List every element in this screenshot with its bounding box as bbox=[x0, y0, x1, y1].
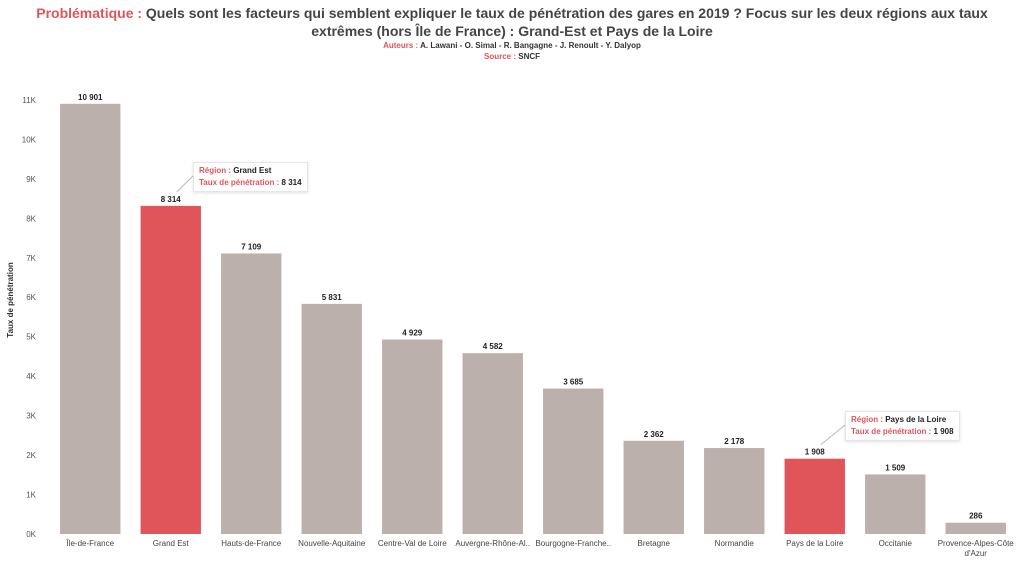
y-tick-label: 8K bbox=[26, 214, 36, 223]
annotation-value: 1 908 bbox=[931, 427, 954, 436]
value-label: 3 685 bbox=[563, 378, 584, 387]
source-label: Source : bbox=[483, 52, 516, 61]
category-label: Auvergne-Rhône-Al.. bbox=[455, 539, 530, 548]
value-label: 10 901 bbox=[78, 93, 103, 102]
annotation-tooltip: Région : Grand Est Taux de pénétration : … bbox=[193, 162, 308, 192]
y-tick-label: 7K bbox=[26, 254, 36, 263]
title-text: Quels sont les facteurs qui semblent exp… bbox=[145, 5, 988, 39]
category-label: Île-de-France bbox=[65, 539, 114, 548]
category-label: Centre-Val de Loire bbox=[378, 539, 447, 548]
bar[interactable] bbox=[784, 458, 845, 534]
authors-line: Auteurs : A. Lawani - O. Simal - R. Bang… bbox=[0, 40, 1024, 51]
annotation-key: Région : bbox=[199, 166, 231, 175]
value-label: 4 582 bbox=[483, 342, 504, 351]
bar[interactable] bbox=[543, 388, 604, 534]
annotation-value: 8 314 bbox=[279, 178, 302, 187]
y-tick-label: 5K bbox=[26, 333, 36, 342]
bar[interactable] bbox=[945, 522, 1006, 534]
bar[interactable] bbox=[60, 103, 121, 535]
value-label: 1 908 bbox=[805, 448, 826, 457]
annotation-key: Taux de pénétration : bbox=[199, 178, 280, 187]
category-label: Pays de la Loire bbox=[786, 539, 844, 548]
category-label: Normandie bbox=[715, 539, 755, 548]
category-label: Bourgogne-Franche.. bbox=[535, 539, 611, 548]
authors-label: Auteurs : bbox=[383, 41, 419, 50]
annotation-leader bbox=[176, 175, 194, 193]
bars bbox=[60, 103, 1006, 535]
value-label: 4 929 bbox=[402, 328, 423, 337]
bar[interactable] bbox=[221, 253, 282, 534]
y-tick-label: 9K bbox=[26, 175, 36, 184]
source-line: Source : SNCF bbox=[0, 51, 1024, 62]
bar[interactable] bbox=[462, 353, 523, 534]
category-label: Occitanie bbox=[879, 539, 913, 548]
source-value: SNCF bbox=[518, 52, 541, 61]
bar[interactable] bbox=[301, 303, 362, 534]
category-label: Hauts-de-France bbox=[221, 539, 282, 548]
y-axis: 0K 1K 2K 3K 4K 5K 6K 7K 8K 9K 10K 11K bbox=[22, 96, 37, 539]
bar[interactable] bbox=[865, 474, 926, 534]
y-tick-label: 6K bbox=[26, 293, 36, 302]
value-label: 2 362 bbox=[644, 430, 665, 439]
bar[interactable] bbox=[140, 205, 201, 534]
bar[interactable] bbox=[382, 339, 443, 534]
value-label: 2 178 bbox=[724, 437, 745, 446]
annotation-leaders bbox=[176, 175, 846, 446]
title-prefix: Problématique : bbox=[36, 5, 143, 21]
authors-names: A. Lawani - O. Simal - R. Bangagne - J. … bbox=[420, 41, 641, 50]
value-labels: 10 901 8 314 7 109 5 831 4 929 4 582 3 685 2 36… bbox=[78, 93, 983, 521]
category-labels: Île-de-France Grand Est Hauts-de-France Nou… bbox=[65, 539, 1014, 558]
bar[interactable] bbox=[704, 448, 765, 534]
y-tick-label: 1K bbox=[26, 491, 36, 500]
category-label: Provence-Alpes-Côte d'Azur bbox=[938, 539, 1015, 558]
y-tick-label: 4K bbox=[26, 372, 36, 381]
chart-title: Problématique : Quels sont les facteurs … bbox=[0, 4, 1024, 40]
value-label: 5 831 bbox=[322, 293, 343, 302]
value-label: 286 bbox=[969, 512, 983, 521]
annotation-value: Pays de la Loire bbox=[883, 415, 947, 424]
value-label: 8 314 bbox=[161, 195, 182, 204]
bar[interactable] bbox=[623, 440, 684, 534]
y-tick-label: 11K bbox=[22, 96, 36, 105]
value-label: 7 109 bbox=[241, 242, 262, 251]
annotation-leader bbox=[820, 424, 846, 446]
annotation-value: Grand Est bbox=[231, 166, 272, 175]
chart-header: Problématique : Quels sont les facteurs … bbox=[0, 4, 1024, 62]
y-tick-label: 2K bbox=[26, 451, 36, 460]
category-label: Nouvelle-Aquitaine bbox=[298, 539, 366, 548]
category-label: Bretagne bbox=[638, 539, 671, 548]
value-label: 1 509 bbox=[885, 463, 906, 472]
annotation-key: Région : bbox=[851, 415, 883, 424]
annotation-key: Taux de pénétration : bbox=[851, 427, 932, 436]
y-tick-label: 0K bbox=[26, 530, 36, 539]
y-tick-label: 3K bbox=[26, 412, 36, 421]
y-axis-label: Taux de pénétration bbox=[6, 262, 15, 338]
annotation-tooltip: Région : Pays de la Loire Taux de pénétra… bbox=[845, 411, 960, 441]
y-tick-label: 10K bbox=[22, 135, 37, 144]
category-label: Grand Est bbox=[153, 539, 190, 548]
